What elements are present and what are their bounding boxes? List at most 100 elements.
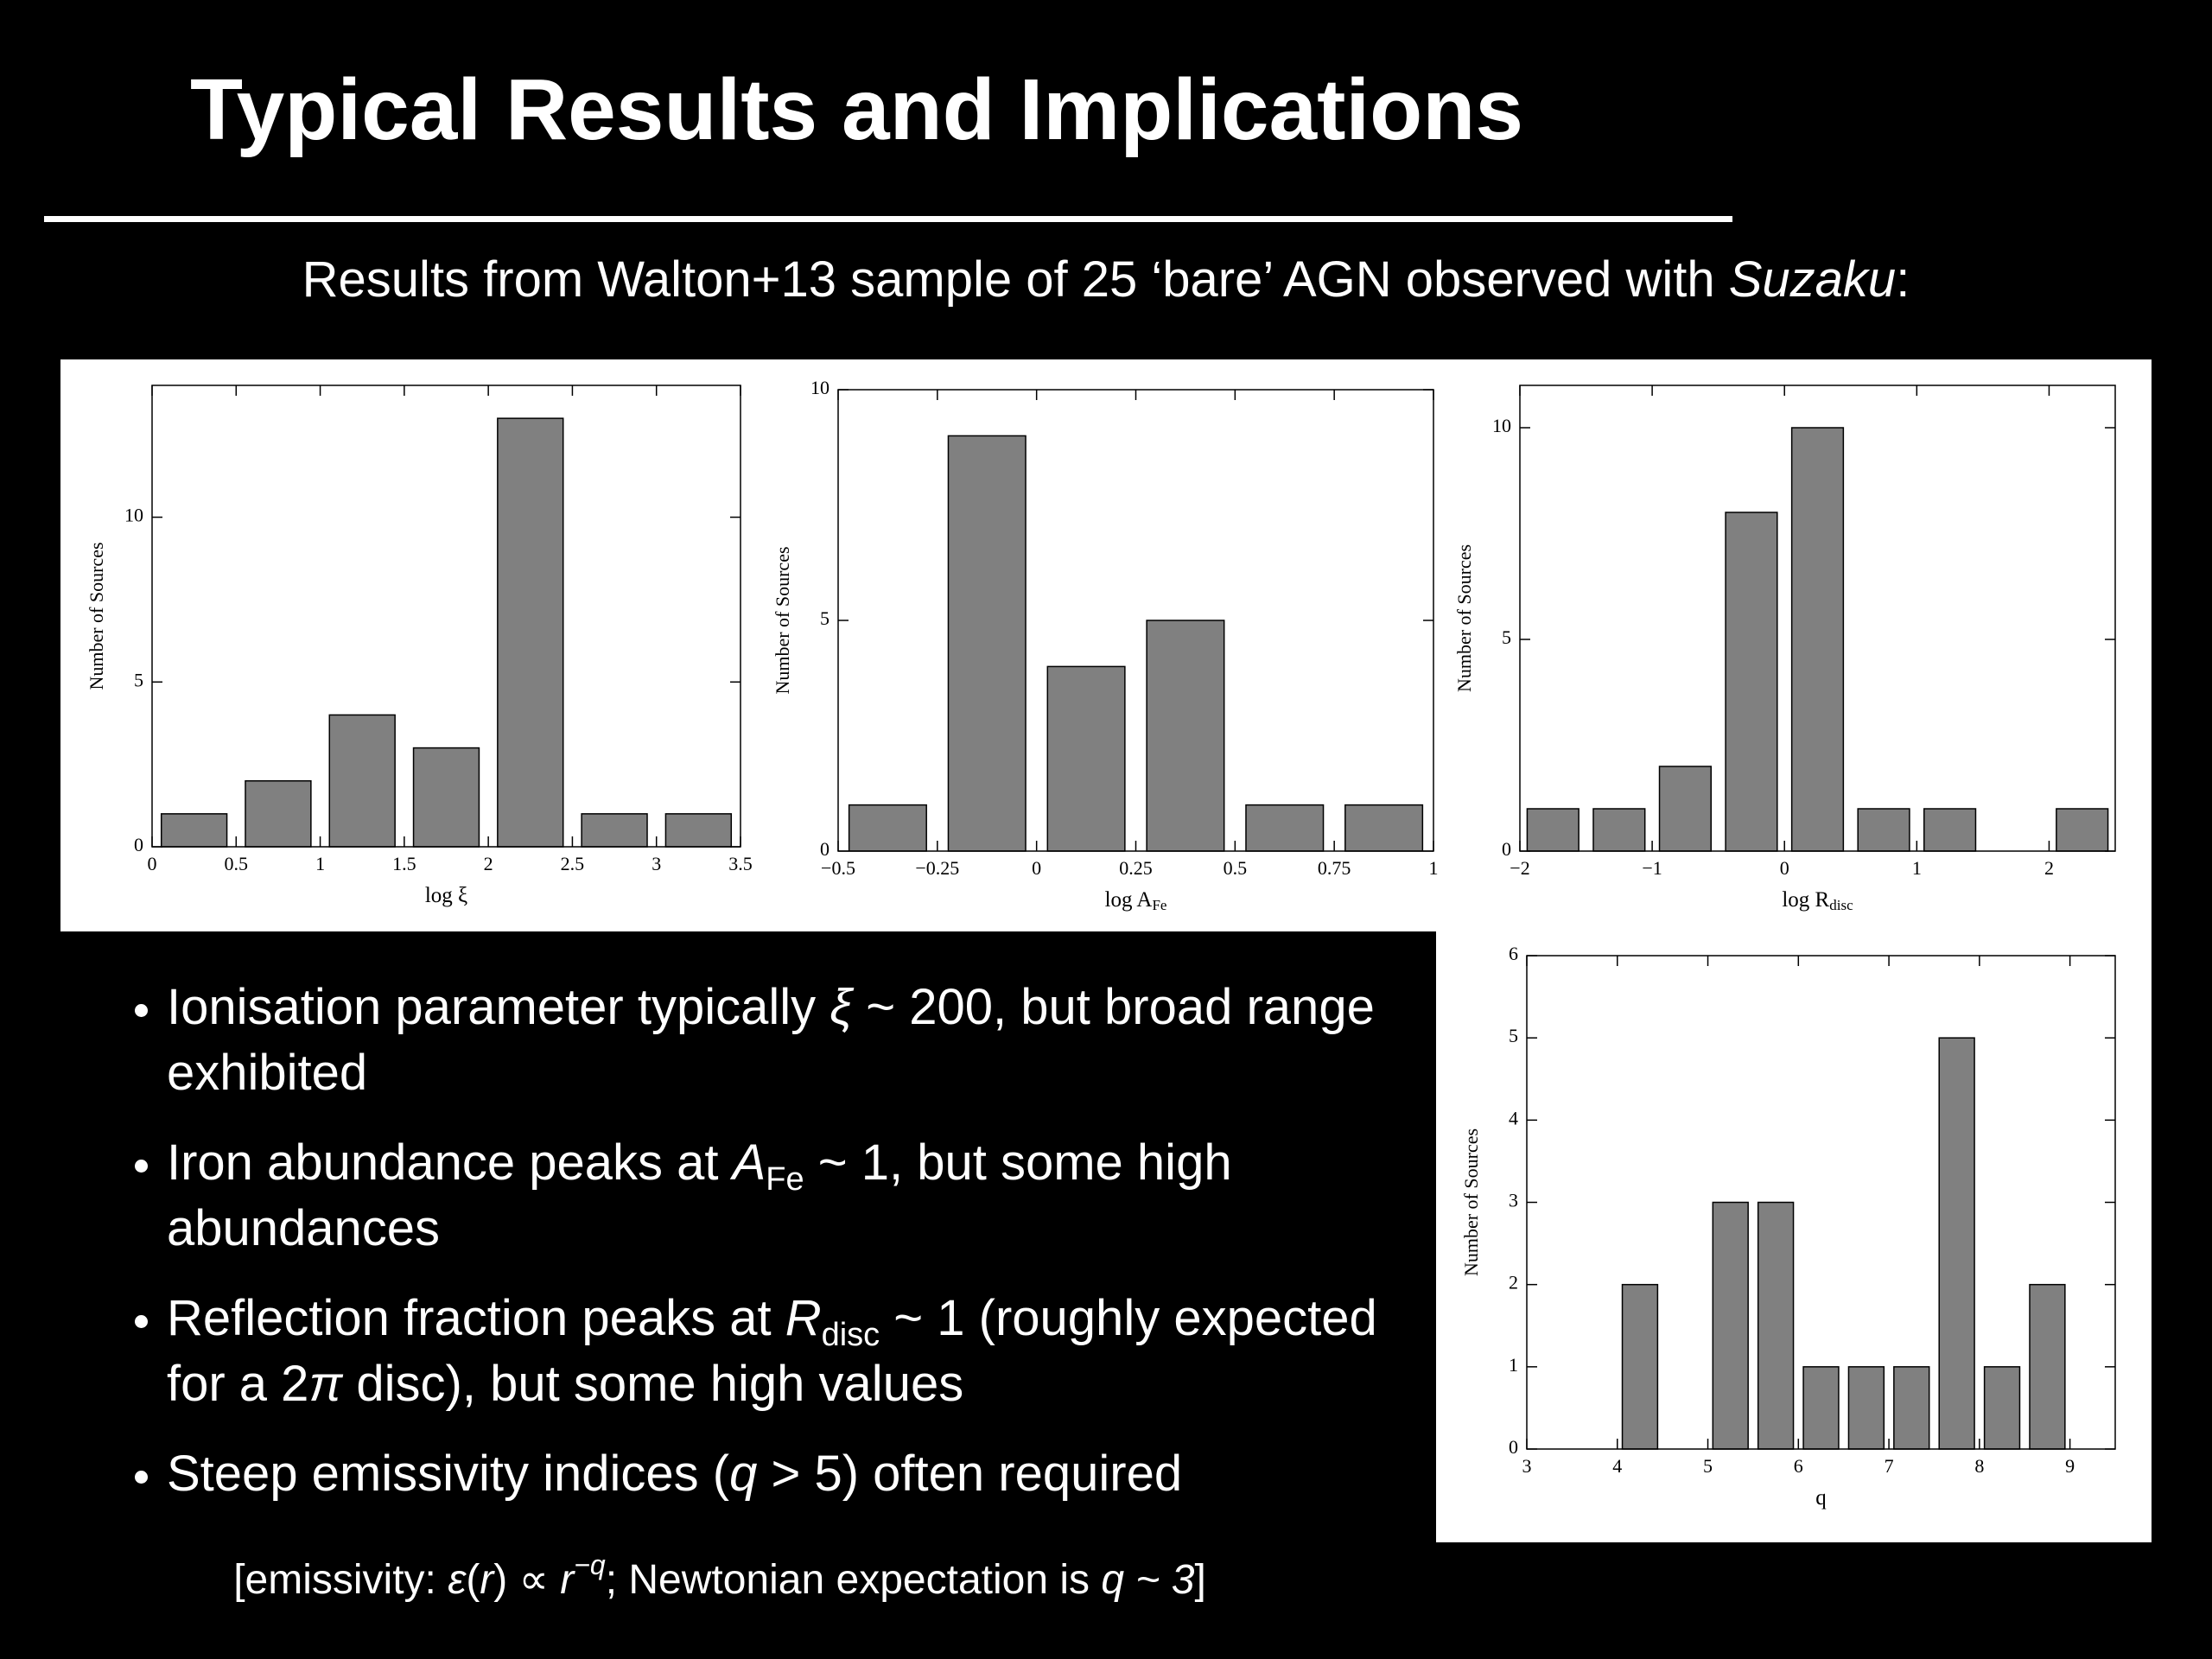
bar <box>581 813 648 848</box>
plot-frame <box>1519 385 2116 852</box>
y-tick-label: 4 <box>1509 1107 1518 1128</box>
symbol: r <box>560 1557 575 1603</box>
symbol: R <box>785 1290 822 1346</box>
superscript: −q <box>574 1549 606 1580</box>
x-tick-label: 0.5 <box>1224 857 1248 879</box>
bar <box>1146 620 1225 852</box>
bar <box>1046 665 1126 852</box>
bar <box>947 435 1027 852</box>
subtitle-text: : <box>1896 251 1910 308</box>
y-tick-label: 0 <box>1509 1436 1518 1458</box>
bullet-text: ~ 200, but broad range exhibited <box>167 979 1375 1101</box>
y-axis-label: Number of Sources <box>772 546 793 694</box>
bullet-list: Ionisation parameter typically ξ ~ 200, … <box>86 975 1394 1531</box>
bullet: Iron abundance peaks at AFe ~ 1, but som… <box>167 1130 1394 1262</box>
symbol: A <box>732 1135 766 1191</box>
x-tick-label: 8 <box>1974 1455 1984 1477</box>
y-tick-label: 5 <box>134 669 143 690</box>
bar <box>1344 804 1424 852</box>
bullet-text: Reflection fraction peaks at <box>167 1290 785 1346</box>
bar <box>848 804 927 852</box>
bar <box>1983 1366 2021 1450</box>
x-axis-label-sub: disc <box>1829 897 1853 913</box>
y-axis-label: Number of Sources <box>1460 1128 1482 1276</box>
subscript: disc <box>821 1317 880 1353</box>
x-axis-label-sub: Fe <box>1152 897 1166 913</box>
y-tick-label: 0 <box>134 834 143 855</box>
bar <box>2029 1283 2066 1450</box>
x-tick-label: 0.5 <box>225 853 249 874</box>
symbol: q <box>729 1446 758 1502</box>
x-tick-label: 1.5 <box>392 853 416 874</box>
bullet-text: > 5) often required <box>757 1446 1183 1502</box>
symbol: ε <box>448 1557 467 1603</box>
y-tick-label: 10 <box>1492 415 1511 436</box>
bar <box>1790 427 1845 852</box>
y-tick-label: 10 <box>810 377 830 398</box>
bullet-text: disc), but some high values <box>342 1356 964 1412</box>
bar <box>412 747 480 848</box>
y-tick-label: 0 <box>820 838 830 860</box>
subtitle: Results from Walton+13 sample of 25 ‘bar… <box>0 251 2212 308</box>
note-text: ] <box>1194 1557 1206 1603</box>
bullet: Reflection fraction peaks at Rdisc ~ 1 (… <box>167 1286 1394 1417</box>
bar <box>1245 804 1325 852</box>
bar <box>1938 1037 1975 1450</box>
y-tick-label: 6 <box>1509 943 1518 964</box>
bar <box>1857 808 1910 852</box>
x-tick-label: 6 <box>1794 1455 1803 1477</box>
x-tick-label: −0.25 <box>915 857 959 879</box>
x-axis-label-text: log A <box>1105 888 1153 912</box>
subscript: Fe <box>766 1161 804 1198</box>
x-tick-label: 2 <box>484 853 493 874</box>
bullet: Steep emissivity indices (q > 5) often r… <box>167 1441 1394 1507</box>
x-tick-label: 0.75 <box>1318 857 1351 879</box>
x-tick-label: −2 <box>1510 857 1529 879</box>
x-tick-label: 0 <box>148 853 157 874</box>
symbol: ξ <box>830 979 853 1035</box>
bar <box>160 813 228 848</box>
x-tick-label: 1 <box>1429 857 1439 879</box>
bar <box>664 813 733 848</box>
footnote: [emissivity: ε(r) ∝ r−q; Newtonian expec… <box>0 1551 1440 1604</box>
x-tick-label: 3.5 <box>728 853 753 874</box>
bar <box>1658 766 1712 852</box>
plot-frame <box>837 389 1434 852</box>
bullet-text: Ionisation parameter typically <box>167 979 830 1035</box>
bar <box>328 714 396 848</box>
x-tick-label: 5 <box>1703 1455 1713 1477</box>
x-tick-label: 3 <box>652 853 661 874</box>
symbol: q ~ 3 <box>1101 1557 1195 1603</box>
bullet-text: Steep emissivity indices ( <box>167 1446 730 1502</box>
bullet-text: Iron abundance peaks at <box>167 1135 733 1191</box>
x-tick-label: 7 <box>1885 1455 1894 1477</box>
bar <box>1802 1366 1840 1450</box>
bar <box>2056 808 2109 852</box>
title-rule <box>44 216 1732 222</box>
x-tick-label: 2.5 <box>561 853 585 874</box>
note-text: ; Newtonian expectation is <box>605 1557 1102 1603</box>
bullet: Ionisation parameter typically ξ ~ 200, … <box>167 975 1394 1106</box>
y-axis-label: Number of Sources <box>1453 544 1475 692</box>
x-tick-label: 0 <box>1780 857 1789 879</box>
bar <box>1923 808 1977 852</box>
y-tick-label: 3 <box>1509 1190 1518 1211</box>
note-text: [emissivity: <box>233 1557 448 1603</box>
x-axis-label: q <box>1815 1486 1827 1510</box>
x-axis-label-text: q <box>1815 1486 1827 1510</box>
x-tick-label: 2 <box>2044 857 2054 879</box>
symbol: π <box>308 1356 343 1412</box>
bar <box>1621 1283 1659 1450</box>
bar <box>245 779 312 848</box>
x-tick-label: 1 <box>315 853 325 874</box>
y-tick-label: 2 <box>1509 1272 1518 1294</box>
symbol: r <box>480 1557 494 1603</box>
bar <box>497 417 564 848</box>
plot-frame <box>151 385 741 848</box>
y-tick-label: 5 <box>820 607 830 629</box>
bar <box>1592 808 1646 852</box>
bar <box>1757 1201 1795 1450</box>
note-text: ( <box>466 1557 480 1603</box>
